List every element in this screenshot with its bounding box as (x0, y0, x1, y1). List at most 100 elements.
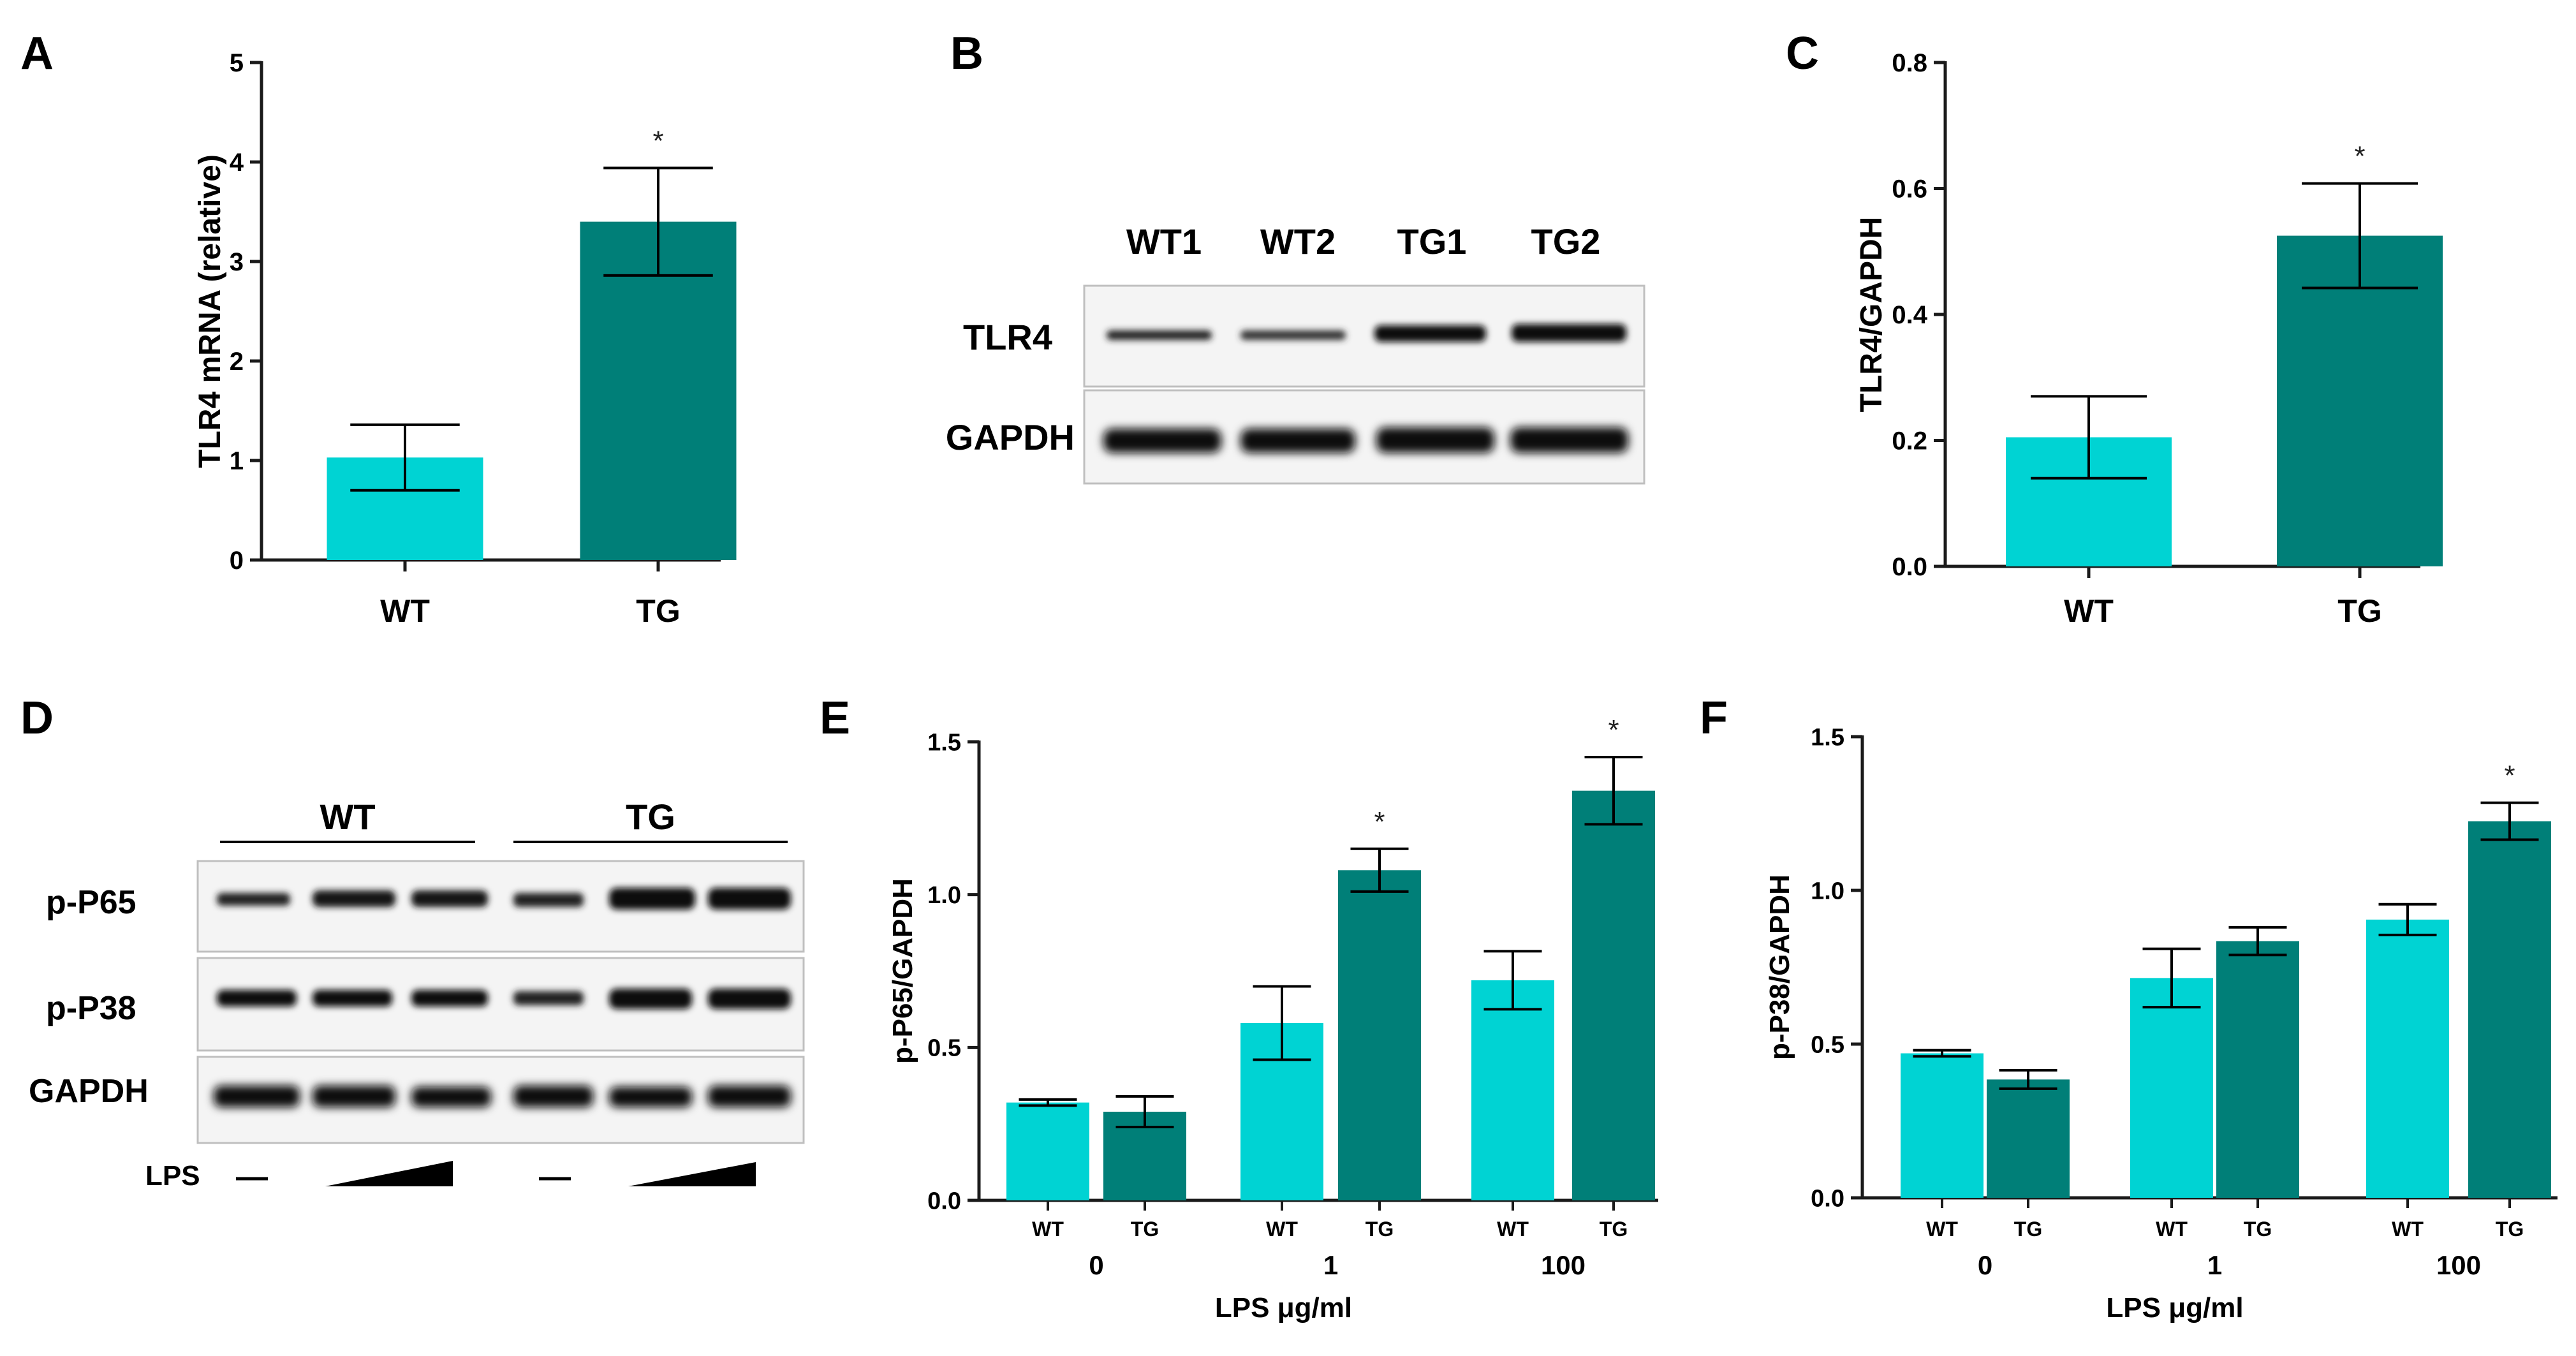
blot-b-lane-label: TG2 (1531, 221, 1601, 262)
bar-f (2130, 978, 2213, 1198)
blot-d-row-label: p-P65 (46, 884, 136, 921)
y-axis-label-e: p-P65/GAPDH (887, 878, 918, 1064)
blot-band (513, 893, 584, 907)
blot-band (1103, 429, 1221, 453)
y-tick-label-e: 0.0 (927, 1188, 961, 1214)
y-tick-label-a: 2 (230, 348, 244, 376)
bar-f (2216, 941, 2299, 1198)
blot-band (513, 1086, 593, 1107)
blot-band (609, 989, 692, 1009)
series-label-f: TG (2244, 1218, 2272, 1241)
y-tick-label-e: 1.0 (927, 882, 961, 909)
y-tick-label-c: 0.6 (1892, 175, 1927, 203)
blot-band (708, 989, 791, 1009)
bar-e (1006, 1102, 1089, 1200)
y-tick-label-e: 1.5 (927, 729, 961, 756)
panel-letter-c: C (1786, 28, 1819, 79)
blot-band (1240, 429, 1355, 453)
bar-e (1338, 870, 1421, 1200)
blot-band (411, 990, 488, 1006)
series-label-e: TG (1365, 1218, 1394, 1241)
x-tick-label-a: WT (380, 593, 430, 629)
y-tick-label-f: 1.0 (1811, 878, 1844, 904)
y-axis-label-f: p-P38/GAPDH (1764, 874, 1795, 1060)
y-tick-label-a: 0 (230, 547, 244, 575)
y-tick-label-c: 0.2 (1892, 427, 1927, 455)
blot-band (217, 893, 290, 906)
blot-band (217, 990, 297, 1006)
series-label-f: WT (2156, 1218, 2188, 1241)
y-axis-label-a: TLR4 mRNA (relative) (193, 154, 227, 468)
panel-letter-f: F (1700, 693, 1728, 744)
panel-b-blot: WT1 WT2 TG1 TG2 TLR4 GAPDH (946, 221, 1645, 485)
series-label-f: WT (1926, 1218, 1958, 1241)
y-axis-label-c: TLR4/GAPDH (1855, 217, 1888, 413)
y-tick-label-c: 0.8 (1892, 49, 1927, 77)
group-label-e: 100 (1541, 1250, 1586, 1280)
blot-d-row-label: p-P38 (46, 990, 136, 1027)
x-axis-label-e: LPS μg/ml (1215, 1292, 1352, 1323)
blot-d-membrane (196, 860, 805, 953)
blot-d-membrane (196, 957, 805, 1052)
bar-f (2366, 919, 2449, 1198)
y-tick-label-c: 0.4 (1892, 301, 1927, 329)
significance-marker-a: * (652, 125, 663, 156)
blot-band (214, 1086, 300, 1107)
blot-band (1374, 325, 1486, 342)
group-label-f: 0 (1978, 1250, 1992, 1280)
significance-marker-e: * (1374, 806, 1385, 837)
blot-band (313, 890, 395, 907)
y-tick-label-a: 5 (230, 49, 244, 77)
lps-gradient-wedge (628, 1162, 756, 1186)
blot-d-group-label: TG (626, 797, 675, 837)
series-label-f: TG (2496, 1218, 2524, 1241)
y-tick-label-a: 4 (230, 149, 244, 177)
significance-marker-e: * (1608, 714, 1619, 746)
panel-letter-d: D (20, 693, 54, 744)
lps-gradient-wedge (325, 1161, 453, 1186)
panel-d-blot: WT TG p-P65 p-P38 GAPDH LPS (29, 797, 805, 1191)
blot-band (513, 991, 584, 1005)
x-axis-label-f: LPS μg/ml (2106, 1292, 2243, 1323)
blot-b-lane-label: TG1 (1397, 221, 1467, 262)
x-tick-label-c: TG (2337, 593, 2381, 629)
x-tick-label-c: WT (2064, 593, 2114, 629)
bar-f (1987, 1079, 2070, 1198)
blot-b-row-label: TLR4 (963, 317, 1052, 357)
lps-label: LPS (145, 1160, 200, 1191)
y-tick-label-f: 0.0 (1811, 1185, 1844, 1212)
series-label-e: WT (1266, 1218, 1298, 1241)
blot-b-lane-label: WT1 (1126, 221, 1202, 262)
blot-band (1240, 330, 1346, 340)
bar-c (2277, 235, 2443, 566)
y-tick-label-f: 1.5 (1811, 724, 1844, 751)
significance-marker-c: * (2354, 141, 2365, 172)
blot-band (1510, 427, 1628, 453)
series-label-e: WT (1497, 1218, 1529, 1241)
series-label-e: TG (1131, 1218, 1159, 1241)
panel-letter-a: A (20, 28, 54, 79)
group-label-e: 0 (1089, 1250, 1103, 1280)
blot-b-row-label: GAPDH (946, 417, 1075, 457)
charts-layer: 0 1 2 3 4 5 TLR4 mRNA (relative) WT * TG 0.0 0.2 0.4… (193, 49, 2558, 1323)
blot-band (1376, 427, 1494, 453)
bar-f (2468, 821, 2551, 1198)
blot-band (411, 890, 488, 907)
y-tick-label-a: 3 (230, 248, 244, 276)
group-label-e: 1 (1323, 1250, 1338, 1280)
x-tick-label-a: TG (636, 593, 680, 629)
blot-band (708, 1086, 791, 1107)
blot-b-lane-label: WT2 (1260, 221, 1336, 262)
y-tick-label-c: 0.0 (1892, 553, 1927, 581)
bar-e (1572, 790, 1655, 1200)
blot-band (1512, 324, 1626, 342)
group-label-f: 100 (2436, 1250, 2481, 1280)
blot-band (1107, 330, 1212, 340)
blot-band (411, 1087, 491, 1107)
series-label-e: TG (1600, 1218, 1628, 1241)
blot-band (609, 1087, 692, 1107)
blot-band (313, 1086, 395, 1107)
blot-d-group-label: WT (320, 797, 375, 837)
